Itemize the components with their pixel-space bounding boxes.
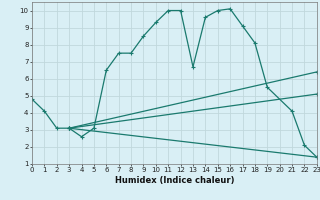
X-axis label: Humidex (Indice chaleur): Humidex (Indice chaleur) [115,176,234,185]
